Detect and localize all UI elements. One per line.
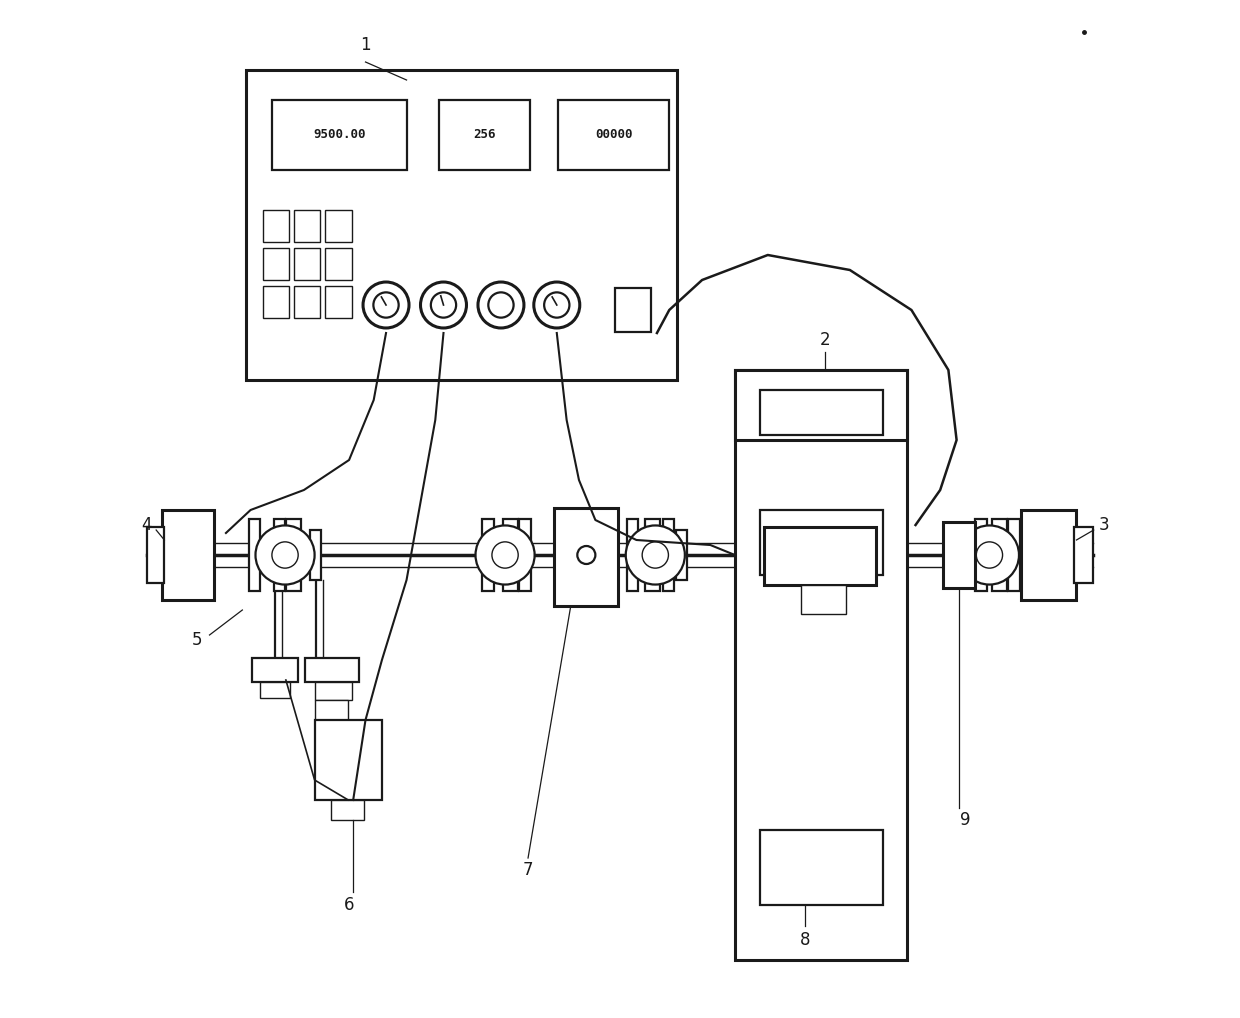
Bar bbox=[263, 210, 289, 242]
Bar bbox=[331, 800, 363, 821]
Bar bbox=[992, 519, 1007, 591]
Ellipse shape bbox=[578, 546, 595, 564]
Bar bbox=[503, 519, 518, 591]
Text: 8: 8 bbox=[800, 931, 810, 949]
Text: 00000: 00000 bbox=[595, 128, 632, 142]
Bar bbox=[676, 530, 687, 580]
Bar bbox=[646, 519, 660, 591]
Bar bbox=[760, 390, 883, 435]
Circle shape bbox=[489, 292, 513, 318]
Circle shape bbox=[626, 525, 684, 584]
Circle shape bbox=[430, 292, 456, 318]
Bar bbox=[558, 100, 670, 170]
Bar bbox=[735, 370, 908, 440]
Bar bbox=[310, 530, 321, 580]
Text: 2: 2 bbox=[820, 331, 831, 349]
Bar bbox=[249, 519, 260, 591]
Bar bbox=[247, 70, 677, 380]
Bar bbox=[944, 522, 976, 588]
Bar bbox=[439, 100, 529, 170]
Bar bbox=[263, 286, 289, 318]
Bar bbox=[162, 510, 213, 600]
Bar bbox=[325, 248, 352, 280]
Circle shape bbox=[533, 282, 580, 328]
Bar bbox=[1021, 510, 1075, 600]
Bar bbox=[305, 658, 358, 682]
Bar bbox=[662, 519, 675, 591]
Bar bbox=[294, 248, 320, 280]
Bar bbox=[760, 510, 883, 575]
Circle shape bbox=[363, 282, 409, 328]
Circle shape bbox=[272, 542, 298, 568]
Bar bbox=[554, 508, 619, 606]
Bar bbox=[760, 830, 883, 905]
Circle shape bbox=[492, 542, 518, 568]
Circle shape bbox=[642, 542, 668, 568]
Bar bbox=[252, 658, 298, 682]
Text: 6: 6 bbox=[343, 896, 355, 914]
Circle shape bbox=[255, 525, 315, 584]
Bar bbox=[735, 370, 908, 960]
Bar bbox=[315, 720, 382, 800]
Bar bbox=[263, 248, 289, 280]
Text: 9500.00: 9500.00 bbox=[312, 128, 366, 142]
Text: 5: 5 bbox=[192, 631, 202, 649]
Circle shape bbox=[976, 542, 1003, 568]
Bar bbox=[626, 519, 639, 591]
Bar bbox=[315, 700, 348, 720]
Circle shape bbox=[420, 282, 466, 328]
Bar bbox=[260, 682, 290, 698]
Bar bbox=[286, 519, 300, 591]
Bar bbox=[315, 682, 352, 700]
Bar bbox=[294, 210, 320, 242]
Bar bbox=[520, 519, 531, 591]
Bar bbox=[325, 210, 352, 242]
Bar bbox=[274, 519, 285, 591]
Text: 256: 256 bbox=[474, 128, 496, 142]
Text: 4: 4 bbox=[141, 516, 151, 534]
Circle shape bbox=[477, 282, 525, 328]
Bar bbox=[148, 527, 165, 583]
Text: 9: 9 bbox=[960, 811, 970, 829]
Circle shape bbox=[960, 525, 1019, 584]
Bar bbox=[1008, 519, 1019, 591]
Circle shape bbox=[475, 525, 534, 584]
Bar bbox=[294, 286, 320, 318]
Circle shape bbox=[544, 292, 569, 318]
Bar bbox=[482, 519, 494, 591]
Text: 1: 1 bbox=[360, 36, 371, 54]
Bar bbox=[325, 286, 352, 318]
Text: 3: 3 bbox=[1099, 516, 1110, 534]
Circle shape bbox=[373, 292, 399, 318]
Bar bbox=[976, 519, 987, 591]
Bar bbox=[801, 585, 846, 614]
Bar bbox=[272, 100, 407, 170]
Bar bbox=[615, 288, 651, 332]
Text: 7: 7 bbox=[523, 861, 533, 879]
Bar bbox=[765, 527, 877, 585]
Bar bbox=[1074, 527, 1092, 583]
